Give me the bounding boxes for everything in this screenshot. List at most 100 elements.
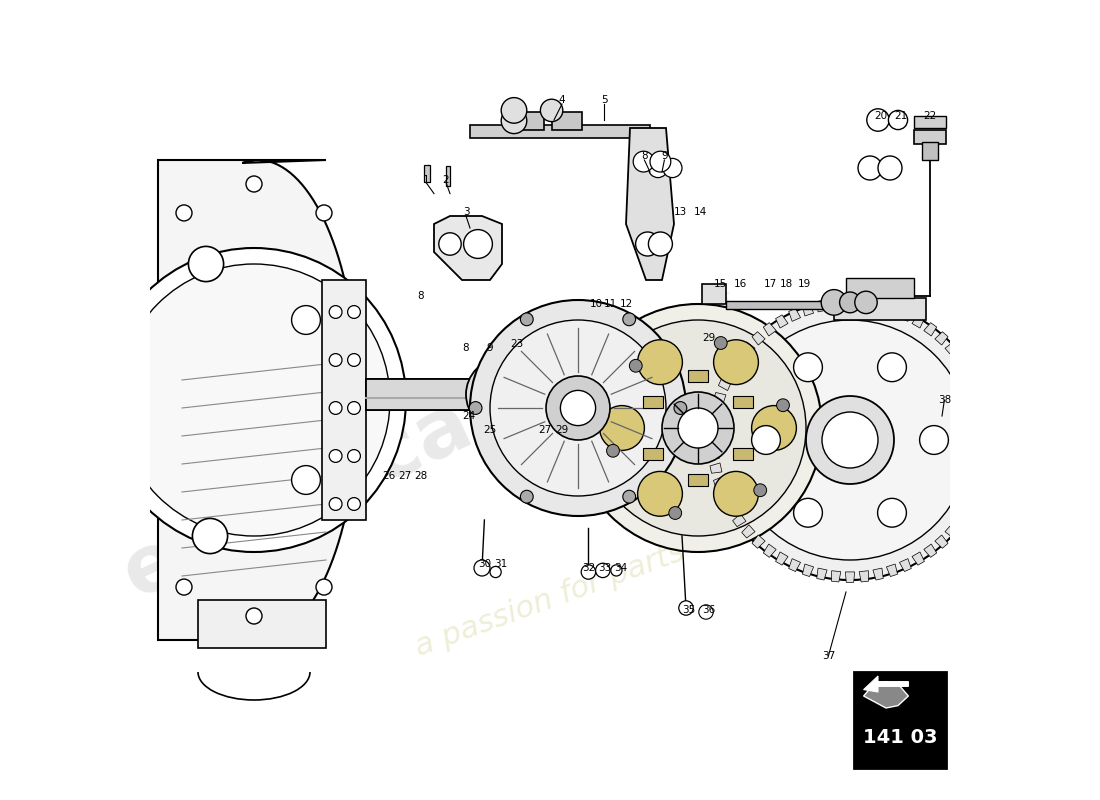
Bar (914, 130, 946, 144)
Text: 15: 15 (714, 279, 727, 289)
Circle shape (574, 304, 822, 552)
Polygon shape (752, 332, 766, 345)
Text: 5: 5 (601, 95, 607, 105)
Circle shape (751, 406, 796, 450)
Circle shape (730, 320, 970, 560)
Polygon shape (935, 332, 948, 345)
Circle shape (176, 579, 192, 595)
Text: 4: 4 (559, 95, 565, 105)
Circle shape (502, 98, 527, 123)
Polygon shape (969, 378, 981, 390)
Polygon shape (741, 525, 755, 538)
Bar (644, 396, 662, 408)
Circle shape (855, 291, 877, 314)
Text: 20: 20 (873, 111, 887, 121)
Polygon shape (864, 682, 909, 708)
Circle shape (600, 406, 645, 450)
Text: 8: 8 (463, 343, 470, 353)
Circle shape (636, 232, 660, 256)
Bar (689, 370, 707, 382)
Circle shape (470, 402, 482, 414)
Circle shape (466, 358, 538, 430)
Circle shape (889, 110, 908, 130)
Text: 25: 25 (483, 425, 496, 434)
Circle shape (329, 402, 342, 414)
Polygon shape (974, 393, 987, 404)
Bar (198, 600, 326, 648)
Circle shape (629, 359, 642, 372)
Circle shape (623, 490, 636, 503)
Circle shape (316, 205, 332, 221)
Text: 28: 28 (414, 471, 427, 481)
Text: a passion for parts: a passion for parts (411, 538, 689, 662)
Bar (644, 448, 662, 461)
Polygon shape (954, 354, 967, 366)
Text: 16: 16 (734, 279, 747, 289)
Circle shape (793, 498, 823, 527)
Text: 141 03: 141 03 (864, 728, 937, 747)
Polygon shape (434, 216, 502, 280)
Bar (734, 396, 752, 408)
Circle shape (348, 354, 361, 366)
Circle shape (329, 498, 342, 510)
Circle shape (777, 399, 790, 412)
Circle shape (822, 290, 847, 315)
Polygon shape (912, 552, 924, 565)
Text: 21: 21 (894, 111, 908, 121)
Text: 27: 27 (538, 425, 551, 434)
Polygon shape (935, 535, 948, 548)
Text: 12: 12 (619, 299, 632, 309)
Circle shape (595, 563, 610, 578)
Bar (854, 672, 946, 768)
Bar (424, 165, 430, 182)
Polygon shape (776, 552, 788, 565)
Polygon shape (981, 422, 992, 430)
Circle shape (188, 246, 223, 282)
Polygon shape (912, 315, 924, 328)
Polygon shape (945, 525, 958, 538)
Circle shape (176, 205, 192, 221)
Text: 26: 26 (382, 471, 395, 481)
Circle shape (316, 579, 332, 595)
Circle shape (102, 248, 406, 552)
Text: 14: 14 (694, 207, 707, 217)
Text: 33: 33 (597, 563, 611, 573)
Polygon shape (832, 298, 840, 310)
Text: 36: 36 (702, 605, 715, 614)
Text: 9: 9 (661, 151, 668, 161)
Circle shape (698, 605, 713, 619)
Polygon shape (945, 342, 958, 355)
Polygon shape (817, 300, 827, 312)
Circle shape (878, 353, 906, 382)
Polygon shape (725, 366, 738, 378)
Text: 18: 18 (780, 279, 793, 289)
Circle shape (292, 466, 320, 494)
Polygon shape (714, 393, 726, 404)
Polygon shape (714, 476, 726, 487)
Text: 1: 1 (422, 175, 429, 185)
Circle shape (710, 300, 990, 580)
Circle shape (348, 306, 361, 318)
Circle shape (714, 337, 727, 350)
Polygon shape (710, 463, 722, 474)
Text: 32: 32 (582, 563, 595, 573)
Polygon shape (846, 298, 855, 308)
Polygon shape (789, 558, 801, 571)
Circle shape (590, 320, 806, 536)
Polygon shape (846, 572, 855, 582)
Circle shape (623, 313, 636, 326)
Circle shape (663, 158, 682, 178)
Text: 24: 24 (462, 411, 475, 421)
Circle shape (348, 498, 361, 510)
Bar (702, 284, 726, 304)
Circle shape (839, 292, 860, 313)
Circle shape (669, 506, 682, 519)
Circle shape (463, 230, 493, 258)
Bar (551, 112, 582, 130)
Circle shape (650, 151, 671, 172)
Circle shape (610, 565, 621, 576)
Polygon shape (887, 303, 898, 316)
Bar (470, 125, 650, 138)
Text: 17: 17 (763, 279, 777, 289)
Circle shape (754, 484, 767, 497)
